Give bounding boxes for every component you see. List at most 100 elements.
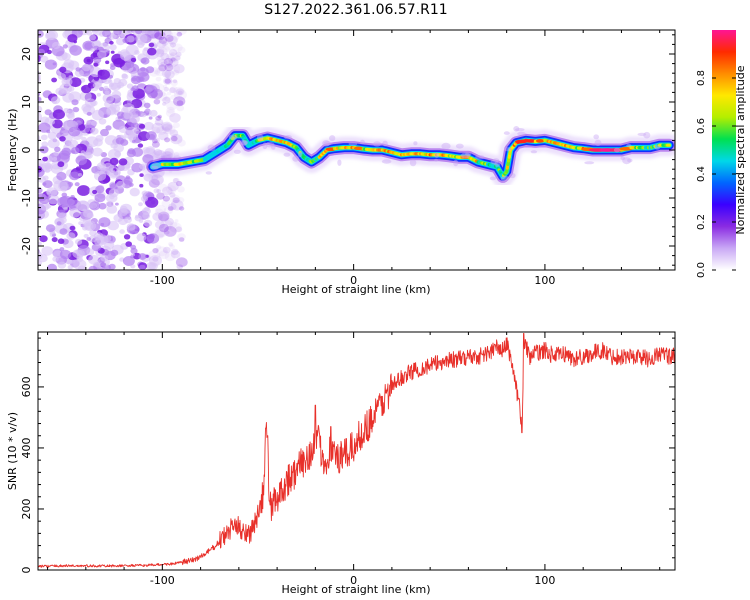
noise-blob [130, 57, 137, 63]
noise-blob [92, 147, 103, 157]
noise-blob [178, 206, 185, 211]
ridge-speckle [513, 126, 520, 132]
ridge-speckle [620, 156, 626, 160]
x-tick-label: -100 [150, 574, 175, 587]
noise-blob [57, 196, 70, 208]
noise-blob [147, 47, 157, 56]
ridge-speckle [515, 128, 525, 132]
noise-blob [47, 131, 57, 140]
noise-blob [42, 182, 47, 186]
noise-blob [134, 215, 142, 222]
colorbar-tick-label: 0.4 [696, 166, 707, 182]
noise-blob [39, 146, 49, 154]
noise-blob [41, 141, 49, 147]
noise-blob [115, 137, 125, 145]
noise-blob [69, 45, 82, 56]
noise-blob [86, 237, 92, 241]
noise-blob [109, 40, 114, 45]
noise-blob [103, 240, 115, 250]
noise-blob [158, 223, 169, 233]
noise-blob [138, 123, 146, 129]
noise-blob [165, 185, 177, 195]
noise-blob [86, 212, 94, 219]
noise-blob [84, 98, 96, 108]
noise-blob [165, 73, 171, 78]
ridge-speckle [207, 144, 216, 152]
colorbar-tick-label: 0.2 [696, 214, 707, 230]
noise-blob [158, 131, 169, 141]
spectrogram-ylabel: Frequency (Hz) [6, 109, 19, 192]
noise-blob [38, 122, 51, 133]
noise-blob [120, 51, 132, 61]
noise-blob [143, 102, 151, 109]
noise-blob [120, 203, 133, 214]
noise-blob [166, 91, 172, 96]
noise-blob [70, 195, 75, 199]
noise-blob [45, 31, 56, 41]
noise-blob [113, 30, 122, 36]
ridge-speckle [292, 155, 300, 162]
noise-blob [157, 55, 165, 62]
noise-blob [75, 67, 81, 72]
noise-blob [54, 146, 61, 152]
noise-blob [108, 79, 113, 84]
ridge-speckle [265, 141, 275, 148]
noise-blob [44, 59, 58, 70]
noise-blob [158, 64, 167, 72]
ridge-peak [535, 139, 545, 143]
noise-blob [126, 126, 137, 135]
noise-blob [175, 226, 183, 233]
noise-blob [154, 32, 163, 40]
noise-blob [162, 41, 168, 46]
noise-blob [145, 146, 156, 155]
noise-blob [118, 158, 128, 166]
snr-plot-area [38, 333, 675, 568]
noise-blob [122, 37, 129, 44]
noise-blob [175, 264, 181, 269]
noise-blob [38, 112, 42, 122]
noise-blob [109, 44, 117, 51]
ridge-speckle [284, 135, 292, 140]
ridge-speckle [409, 159, 417, 167]
noise-blob [41, 246, 53, 256]
noise-blob [82, 105, 95, 116]
noise-blob [105, 60, 110, 65]
noise-blob [88, 265, 98, 270]
noise-blob [42, 180, 53, 189]
noise-blob [62, 44, 68, 49]
noise-blob [44, 109, 52, 116]
noise-blob [160, 61, 166, 66]
noise-blob [169, 87, 176, 94]
noise-blob [162, 46, 171, 53]
noise-blob [169, 244, 175, 250]
noise-blob [73, 40, 77, 44]
noise-blob [109, 65, 116, 71]
ridge-speckle [465, 152, 472, 156]
noise-blob [167, 181, 179, 192]
noise-blob [168, 242, 174, 247]
noise-blob [172, 79, 178, 84]
noise-blob [154, 67, 166, 77]
y-tick-label: 10 [20, 95, 33, 109]
colorbar-label: Normalized spectral amplitude [734, 65, 747, 234]
noise-blob [110, 169, 115, 173]
noise-blob [149, 109, 158, 117]
noise-blob [157, 211, 170, 222]
noise-blob [87, 144, 93, 149]
noise-blob [176, 100, 184, 106]
noise-blob [167, 189, 174, 195]
noise-blob [98, 202, 107, 210]
noise-blob [118, 78, 128, 87]
noise-blob [57, 261, 67, 269]
noise-blob [130, 255, 134, 259]
noise-blob [58, 150, 71, 160]
noise-blob [175, 51, 182, 58]
noise-blob [145, 196, 159, 208]
noise-blob [38, 187, 43, 194]
y-tick-label: 0 [20, 567, 33, 574]
noise-blob [170, 199, 184, 211]
noise-blob [157, 114, 162, 119]
noise-blob [148, 250, 161, 261]
noise-blob [111, 90, 122, 99]
y-tick-label: -20 [20, 237, 33, 255]
